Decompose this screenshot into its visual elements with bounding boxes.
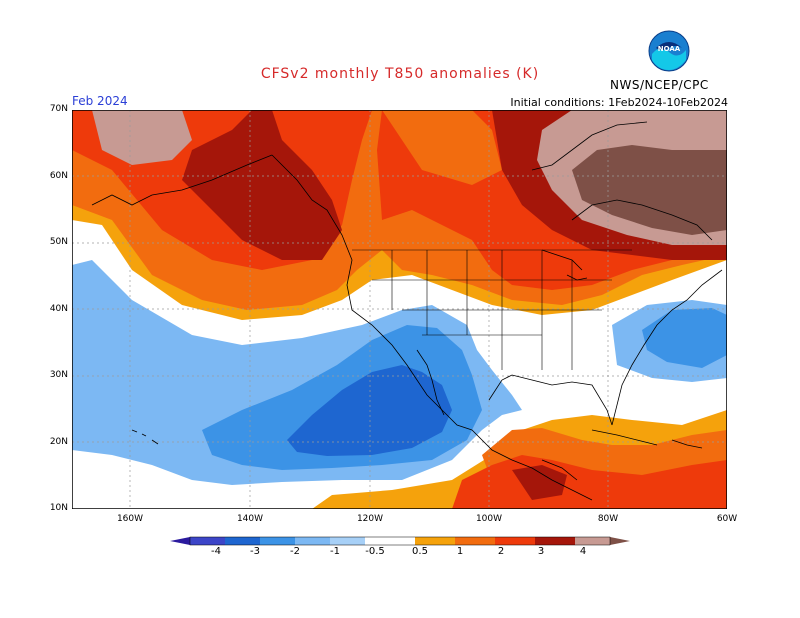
colorbar-swatch: [415, 537, 455, 545]
lon-label-120w: 120W: [356, 514, 384, 524]
colorbar-label: 2: [497, 546, 505, 557]
agency-label: NWS/NCEP/CPC: [610, 78, 709, 92]
anomaly-cold1-atlantic: [642, 308, 727, 368]
colorbar-swatch: [330, 537, 365, 545]
colorbar-label: -2: [290, 546, 300, 557]
state-borders: [352, 249, 632, 370]
colorbar-label: 0.5: [412, 546, 428, 557]
colorbar-outline: [189, 536, 611, 546]
lat-label-30n: 30N: [49, 370, 68, 380]
colorbar-swatch: [495, 537, 535, 545]
noaa-logo: NOAA: [648, 30, 690, 72]
initial-conditions: Initial conditions: 1Feb2024-10Feb2024: [510, 96, 728, 109]
colorbar-label: 1: [456, 546, 464, 557]
colorbar-swatch: [455, 537, 495, 545]
lat-label-10n: 10N: [49, 503, 68, 513]
colorbar-label: -0.5: [365, 546, 385, 557]
coastlines: [91, 121, 723, 501]
noaa-logo-text: NOAA: [658, 45, 681, 53]
lon-label-140w: 140W: [236, 514, 264, 524]
anomaly-warm3-region: [182, 110, 342, 260]
colorbar-label: -4: [211, 546, 221, 557]
anomaly-warm5-northeast: [572, 145, 727, 235]
anomaly-warm4-alaska: [92, 110, 192, 165]
forecast-month: Feb 2024: [72, 94, 128, 108]
lat-label-40n: 40N: [49, 304, 68, 314]
colorbar-arrow-left: [170, 537, 190, 545]
colorbar: [170, 536, 630, 546]
colorbar-swatch: [295, 537, 330, 545]
lon-label-100w: 100W: [475, 514, 503, 524]
lat-label-70n: 70N: [49, 104, 68, 114]
colorbar-swatch: [225, 537, 260, 545]
lat-label-60n: 60N: [49, 171, 68, 181]
anomaly-warm3-south: [512, 465, 567, 500]
anomaly-map: [72, 110, 727, 509]
colorbar-swatch: [260, 537, 295, 545]
colorbar-arrow-right: [610, 537, 630, 545]
gridlines: [72, 110, 727, 509]
lon-label-160w: 160W: [116, 514, 144, 524]
lon-label-60w: 60W: [716, 514, 738, 524]
colorbar-swatch: [535, 537, 575, 545]
colorbar-swatch: [575, 537, 610, 545]
colorbar-swatch: [190, 537, 225, 545]
colorbar-label: 4: [579, 546, 587, 557]
colorbar-label: 3: [537, 546, 545, 557]
colorbar-swatch: [365, 537, 415, 545]
lon-label-80w: 80W: [597, 514, 619, 524]
map-title: CFSv2 monthly T850 anomalies (K): [260, 66, 540, 82]
anomaly-warm2-south: [452, 455, 727, 509]
lat-label-50n: 50N: [49, 237, 68, 247]
anomaly-cold2-region: [287, 365, 452, 456]
colorbar-label: -1: [330, 546, 340, 557]
colorbar-label: -3: [250, 546, 260, 557]
great-lakes: [541, 249, 588, 281]
lat-label-20n: 20N: [49, 437, 68, 447]
